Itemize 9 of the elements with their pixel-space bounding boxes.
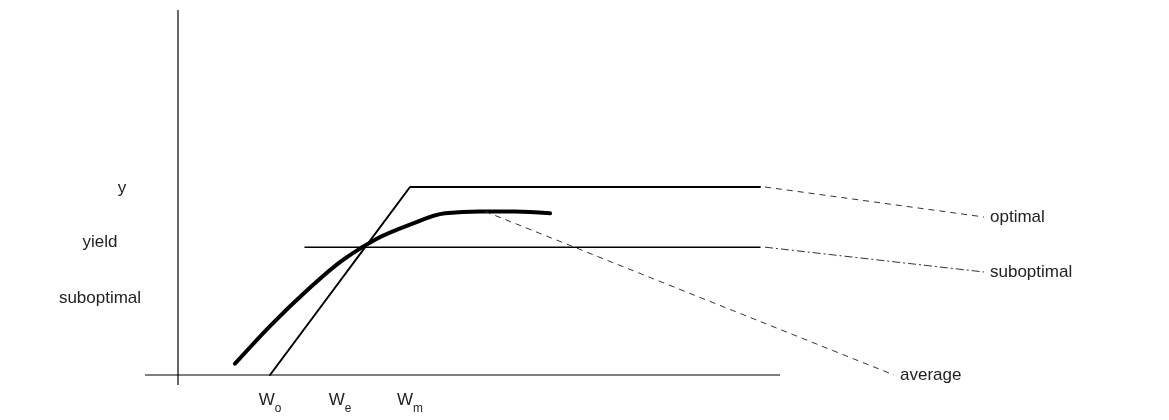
text: suboptimal <box>58 288 142 307</box>
text: suboptimal <box>990 262 1073 281</box>
x-tick-label: W$_{o}$ <box>258 390 282 415</box>
text: y <box>117 178 127 197</box>
text: yield <box>82 232 118 251</box>
text: average <box>900 365 962 384</box>
x-tick-label: W$_{m}$ <box>397 390 424 415</box>
text: optimal <box>990 207 1045 226</box>
x-tick-label: W$_{e}$ <box>328 390 352 415</box>
